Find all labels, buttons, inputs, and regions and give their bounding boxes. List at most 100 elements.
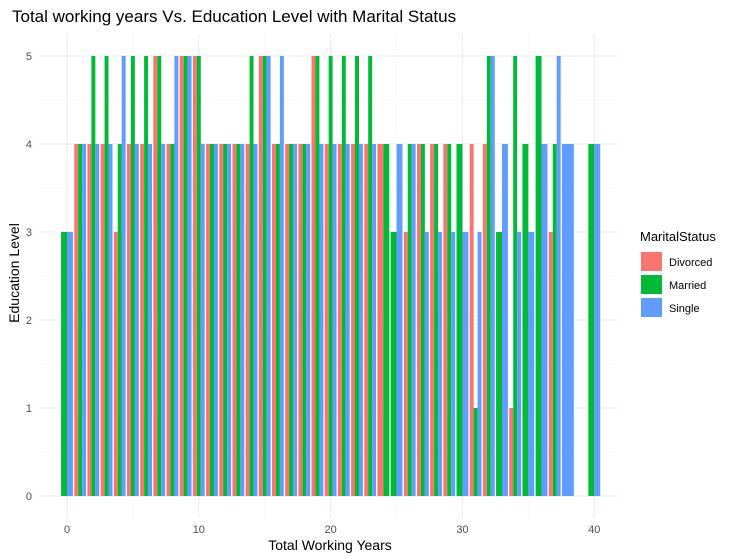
- bar-single-16: [279, 56, 284, 496]
- bar-divorced-13: [232, 144, 237, 496]
- bar-divorced-8: [166, 144, 171, 496]
- bar-single-40: [594, 144, 601, 496]
- y-axis-title: Education Level: [6, 223, 22, 323]
- bar-married-29: [447, 144, 452, 496]
- bar-divorced-24: [377, 144, 384, 496]
- bar-single-19: [319, 144, 324, 496]
- bar-single-0: [67, 232, 73, 496]
- legend-label-single: Single: [669, 303, 700, 315]
- legend: MaritalStatus Divorced Married Single: [640, 229, 716, 317]
- bar-single-9: [187, 56, 192, 496]
- bar-divorced-1: [74, 144, 79, 496]
- bar-married-9: [183, 56, 188, 496]
- bar-married-21: [341, 56, 346, 496]
- bar-married-7: [157, 56, 162, 496]
- x-tick-label: 40: [588, 524, 600, 536]
- bar-divorced-11: [206, 144, 211, 496]
- bar-single-21: [345, 144, 350, 496]
- bar-single-2: [95, 144, 100, 496]
- bar-married-32: [486, 56, 491, 496]
- bar-divorced-18: [298, 144, 303, 496]
- bar-single-38: [561, 144, 574, 496]
- bar-single-3: [108, 144, 113, 496]
- bar-single-33: [502, 144, 508, 496]
- bar-married-34: [513, 56, 518, 496]
- bar-divorced-7: [153, 56, 158, 496]
- bar-divorced-26: [403, 232, 408, 496]
- legend-key-single: [641, 298, 662, 317]
- bar-single-27: [424, 232, 429, 496]
- bar-divorced-6: [140, 144, 145, 496]
- bar-single-17: [293, 144, 298, 496]
- bar-divorced-9: [179, 56, 184, 496]
- bar-married-2: [91, 56, 96, 496]
- bar-married-28: [434, 144, 439, 496]
- x-tick-label: 20: [325, 524, 337, 536]
- bar-single-35: [528, 232, 535, 496]
- bar-married-24: [383, 144, 390, 496]
- y-tick-label: 3: [26, 227, 32, 239]
- x-tick-label: 30: [456, 524, 468, 536]
- x-tick-label: 0: [64, 524, 70, 536]
- bar-divorced-29: [443, 144, 448, 496]
- bar-single-6: [148, 144, 153, 496]
- bar-single-14: [253, 144, 258, 496]
- bar-single-23: [372, 144, 377, 496]
- bar-divorced-20: [324, 144, 329, 496]
- chart-title: Total working years Vs. Education Level …: [12, 7, 456, 26]
- bar-married-0: [61, 232, 67, 496]
- bar-single-31: [477, 232, 482, 496]
- legend-title: MaritalStatus: [640, 229, 716, 244]
- bar-married-10: [196, 56, 201, 496]
- bar-married-19: [315, 56, 320, 496]
- bar-single-7: [161, 144, 166, 496]
- bar-married-11: [210, 144, 214, 496]
- bar-married-27: [420, 144, 425, 496]
- bar-divorced-10: [192, 56, 197, 496]
- bar-divorced-28: [430, 144, 435, 496]
- bar-single-32: [490, 56, 495, 496]
- legend-label-divorced: Divorced: [669, 257, 712, 269]
- bar-single-25: [396, 144, 403, 496]
- bar-single-29: [451, 232, 456, 496]
- bar-married-8: [170, 144, 175, 496]
- bar-married-5: [130, 56, 135, 496]
- y-tick-label: 5: [26, 51, 32, 63]
- bar-divorced-34: [509, 408, 514, 496]
- bar-divorced-23: [364, 144, 369, 496]
- bars: [61, 56, 601, 496]
- y-tick-label: 2: [26, 315, 32, 327]
- bar-single-28: [438, 232, 443, 496]
- bar-married-16: [275, 144, 280, 496]
- bar-divorced-3: [100, 144, 105, 496]
- bar-married-12: [223, 144, 228, 496]
- bar-divorced-19: [311, 56, 316, 496]
- bar-single-22: [358, 144, 363, 496]
- bar-married-31: [473, 408, 478, 496]
- bar-married-37: [552, 144, 557, 496]
- bar-married-35: [522, 144, 529, 496]
- bar-married-18: [302, 144, 307, 496]
- bar-divorced-5: [126, 144, 131, 496]
- bar-married-20: [328, 56, 333, 496]
- x-axis-ticks: 0 10 20 30 40: [64, 524, 600, 536]
- bar-married-23: [368, 56, 373, 496]
- bar-divorced-14: [245, 144, 250, 496]
- x-axis-title: Total Working Years: [268, 537, 391, 553]
- bar-single-12: [227, 144, 232, 496]
- bar-single-30: [462, 232, 469, 496]
- bar-married-33: [496, 232, 502, 496]
- bar-married-36: [535, 56, 542, 496]
- bar-single-36: [541, 144, 548, 496]
- bar-divorced-15: [258, 56, 263, 496]
- bar-married-1: [78, 144, 83, 496]
- bar-divorced-16: [271, 144, 276, 496]
- y-tick-label: 4: [26, 139, 32, 151]
- bar-married-6: [144, 56, 149, 496]
- bar-single-10: [200, 144, 205, 496]
- bar-single-1: [82, 144, 87, 496]
- bar-single-15: [266, 56, 271, 496]
- bar-divorced-32: [482, 144, 487, 496]
- bar-divorced-2: [87, 144, 92, 496]
